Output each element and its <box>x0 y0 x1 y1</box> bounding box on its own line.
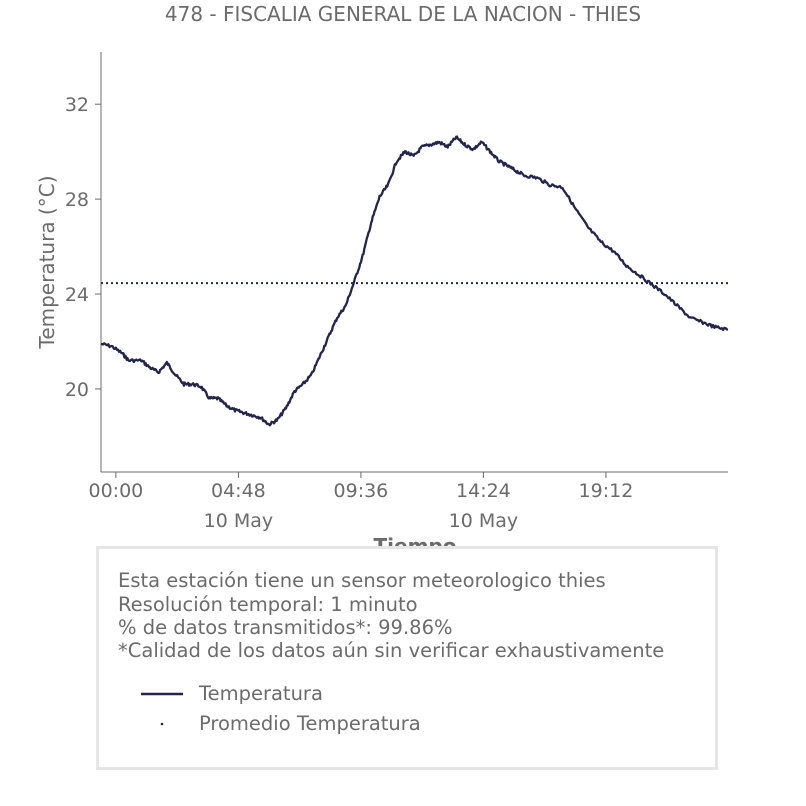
info-quality-note: *Calidad de los datos aún sin verificar … <box>118 639 665 662</box>
y-tick-label: 32 <box>65 94 89 116</box>
info-transmitted-line: % de datos transmitidos*: 99.86% <box>118 616 453 639</box>
legend-item-temperatura: Temperatura <box>139 682 699 706</box>
legend-dotted-line-icon <box>160 722 164 726</box>
info-resolution-line: Resolución temporal: 1 minuto <box>118 593 418 616</box>
y-tick-label: 20 <box>65 379 89 401</box>
chart-title: 478 - FISCALIA GENERAL DE LA NACION - TH… <box>164 2 642 26</box>
x-tick-label: 14:24 <box>456 480 511 502</box>
x-tick-label: 19:12 <box>579 480 634 502</box>
legend-label-temperatura: Temperatura <box>199 682 323 705</box>
y-tick-label: 28 <box>65 189 89 211</box>
temperature-chart: 20 24 28 32 00:00 04:48 10 May 09:36 14:24 10 Ma… <box>35 52 729 558</box>
y-axis-label: Temperatura (°C) <box>35 175 59 349</box>
x-tick-sublabel: 10 May <box>204 510 274 532</box>
x-tick-sublabel: 10 May <box>449 510 519 532</box>
x-tick-label: 04:48 <box>211 480 266 502</box>
y-axis-ticks: 20 24 28 32 <box>65 94 101 401</box>
x-tick-label: 00:00 <box>89 480 144 502</box>
legend-item-promedio: Promedio Temperatura <box>139 712 699 736</box>
info-sensor-line: Esta estación tiene un sensor meteorolog… <box>118 569 606 592</box>
info-box: Esta estación tiene un sensor meteorolog… <box>96 546 718 770</box>
chart-axes <box>100 52 728 473</box>
series-layer <box>100 135 729 427</box>
x-axis-ticks: 00:00 04:48 10 May 09:36 14:24 10 May 19:12 <box>89 472 634 532</box>
legend-solid-line-icon <box>141 692 183 696</box>
y-tick-label: 24 <box>65 284 89 306</box>
legend-label-promedio: Promedio Temperatura <box>199 712 421 735</box>
x-tick-label: 09:36 <box>334 480 389 502</box>
series-line-temperatura <box>100 135 729 427</box>
